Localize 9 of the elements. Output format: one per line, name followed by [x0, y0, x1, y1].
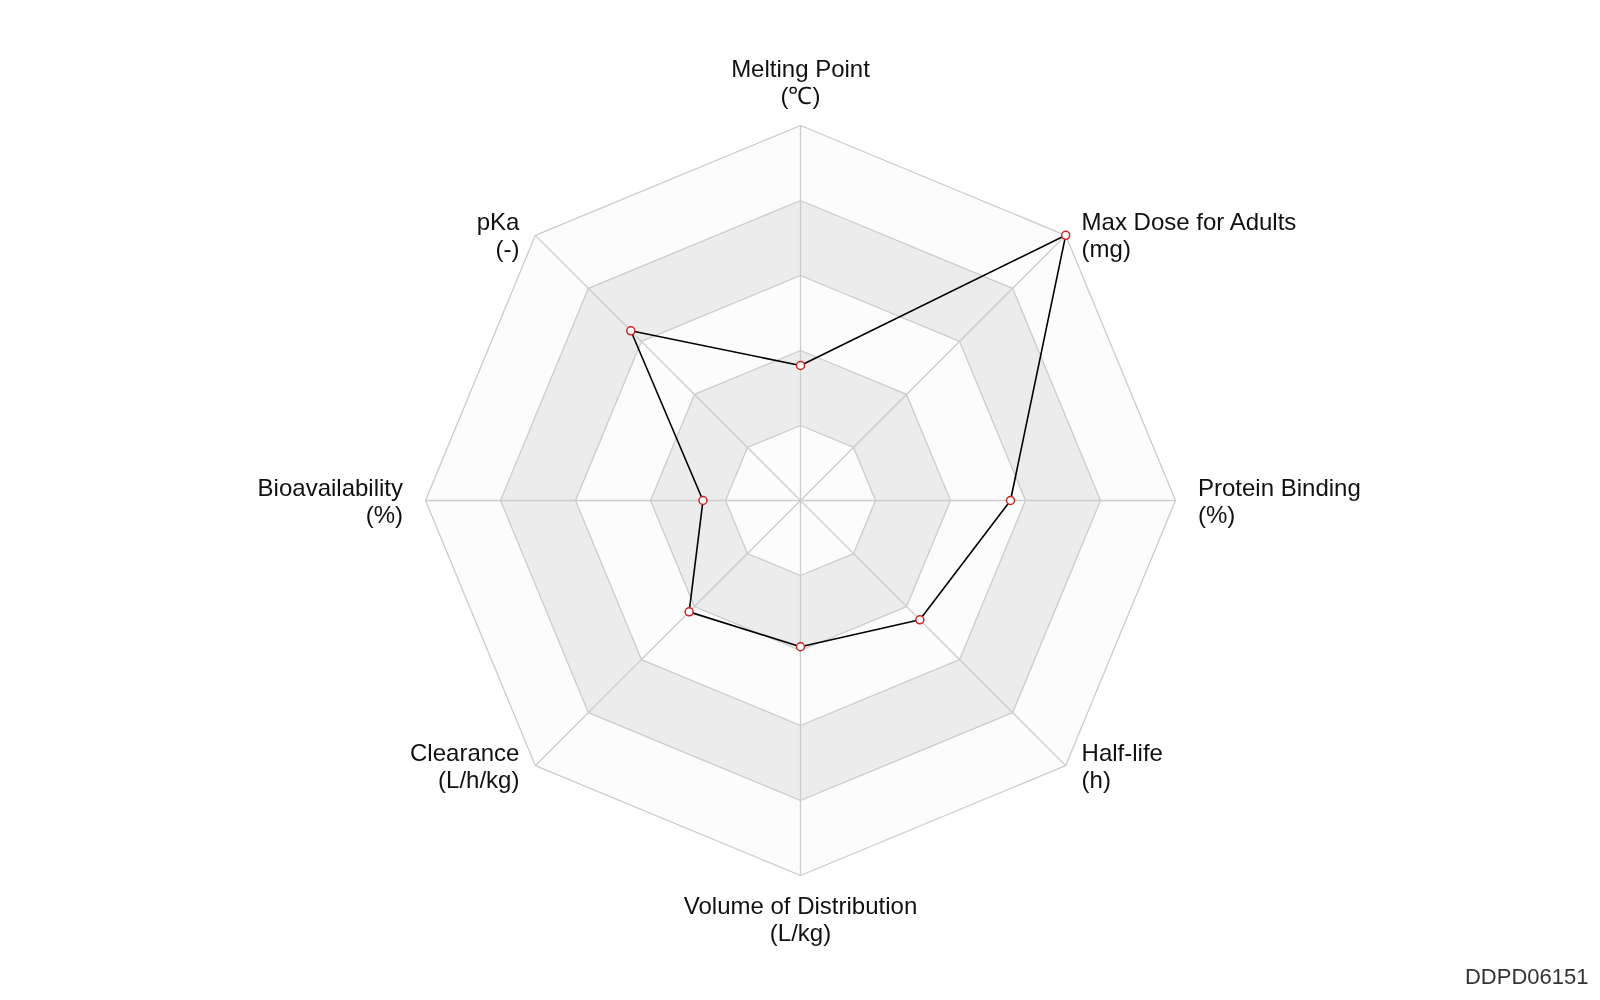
spoke-label: Bioavailability (%)	[257, 473, 403, 528]
spoke-label: Clearance (L/h/kg)	[410, 738, 520, 793]
spoke-label: Volume of Distribution (L/kg)	[683, 892, 918, 947]
text: DDPD06151	[1464, 963, 1589, 989]
spoke-label: Half-life (h)	[1081, 738, 1163, 793]
spoke-label: Melting Point (℃)	[731, 54, 871, 109]
spoke-label: Protein Binding (%)	[1198, 473, 1361, 528]
spoke-label: pKa (-)	[476, 208, 521, 263]
spoke-label: Max Dose for Adults (mg)	[1081, 208, 1297, 263]
